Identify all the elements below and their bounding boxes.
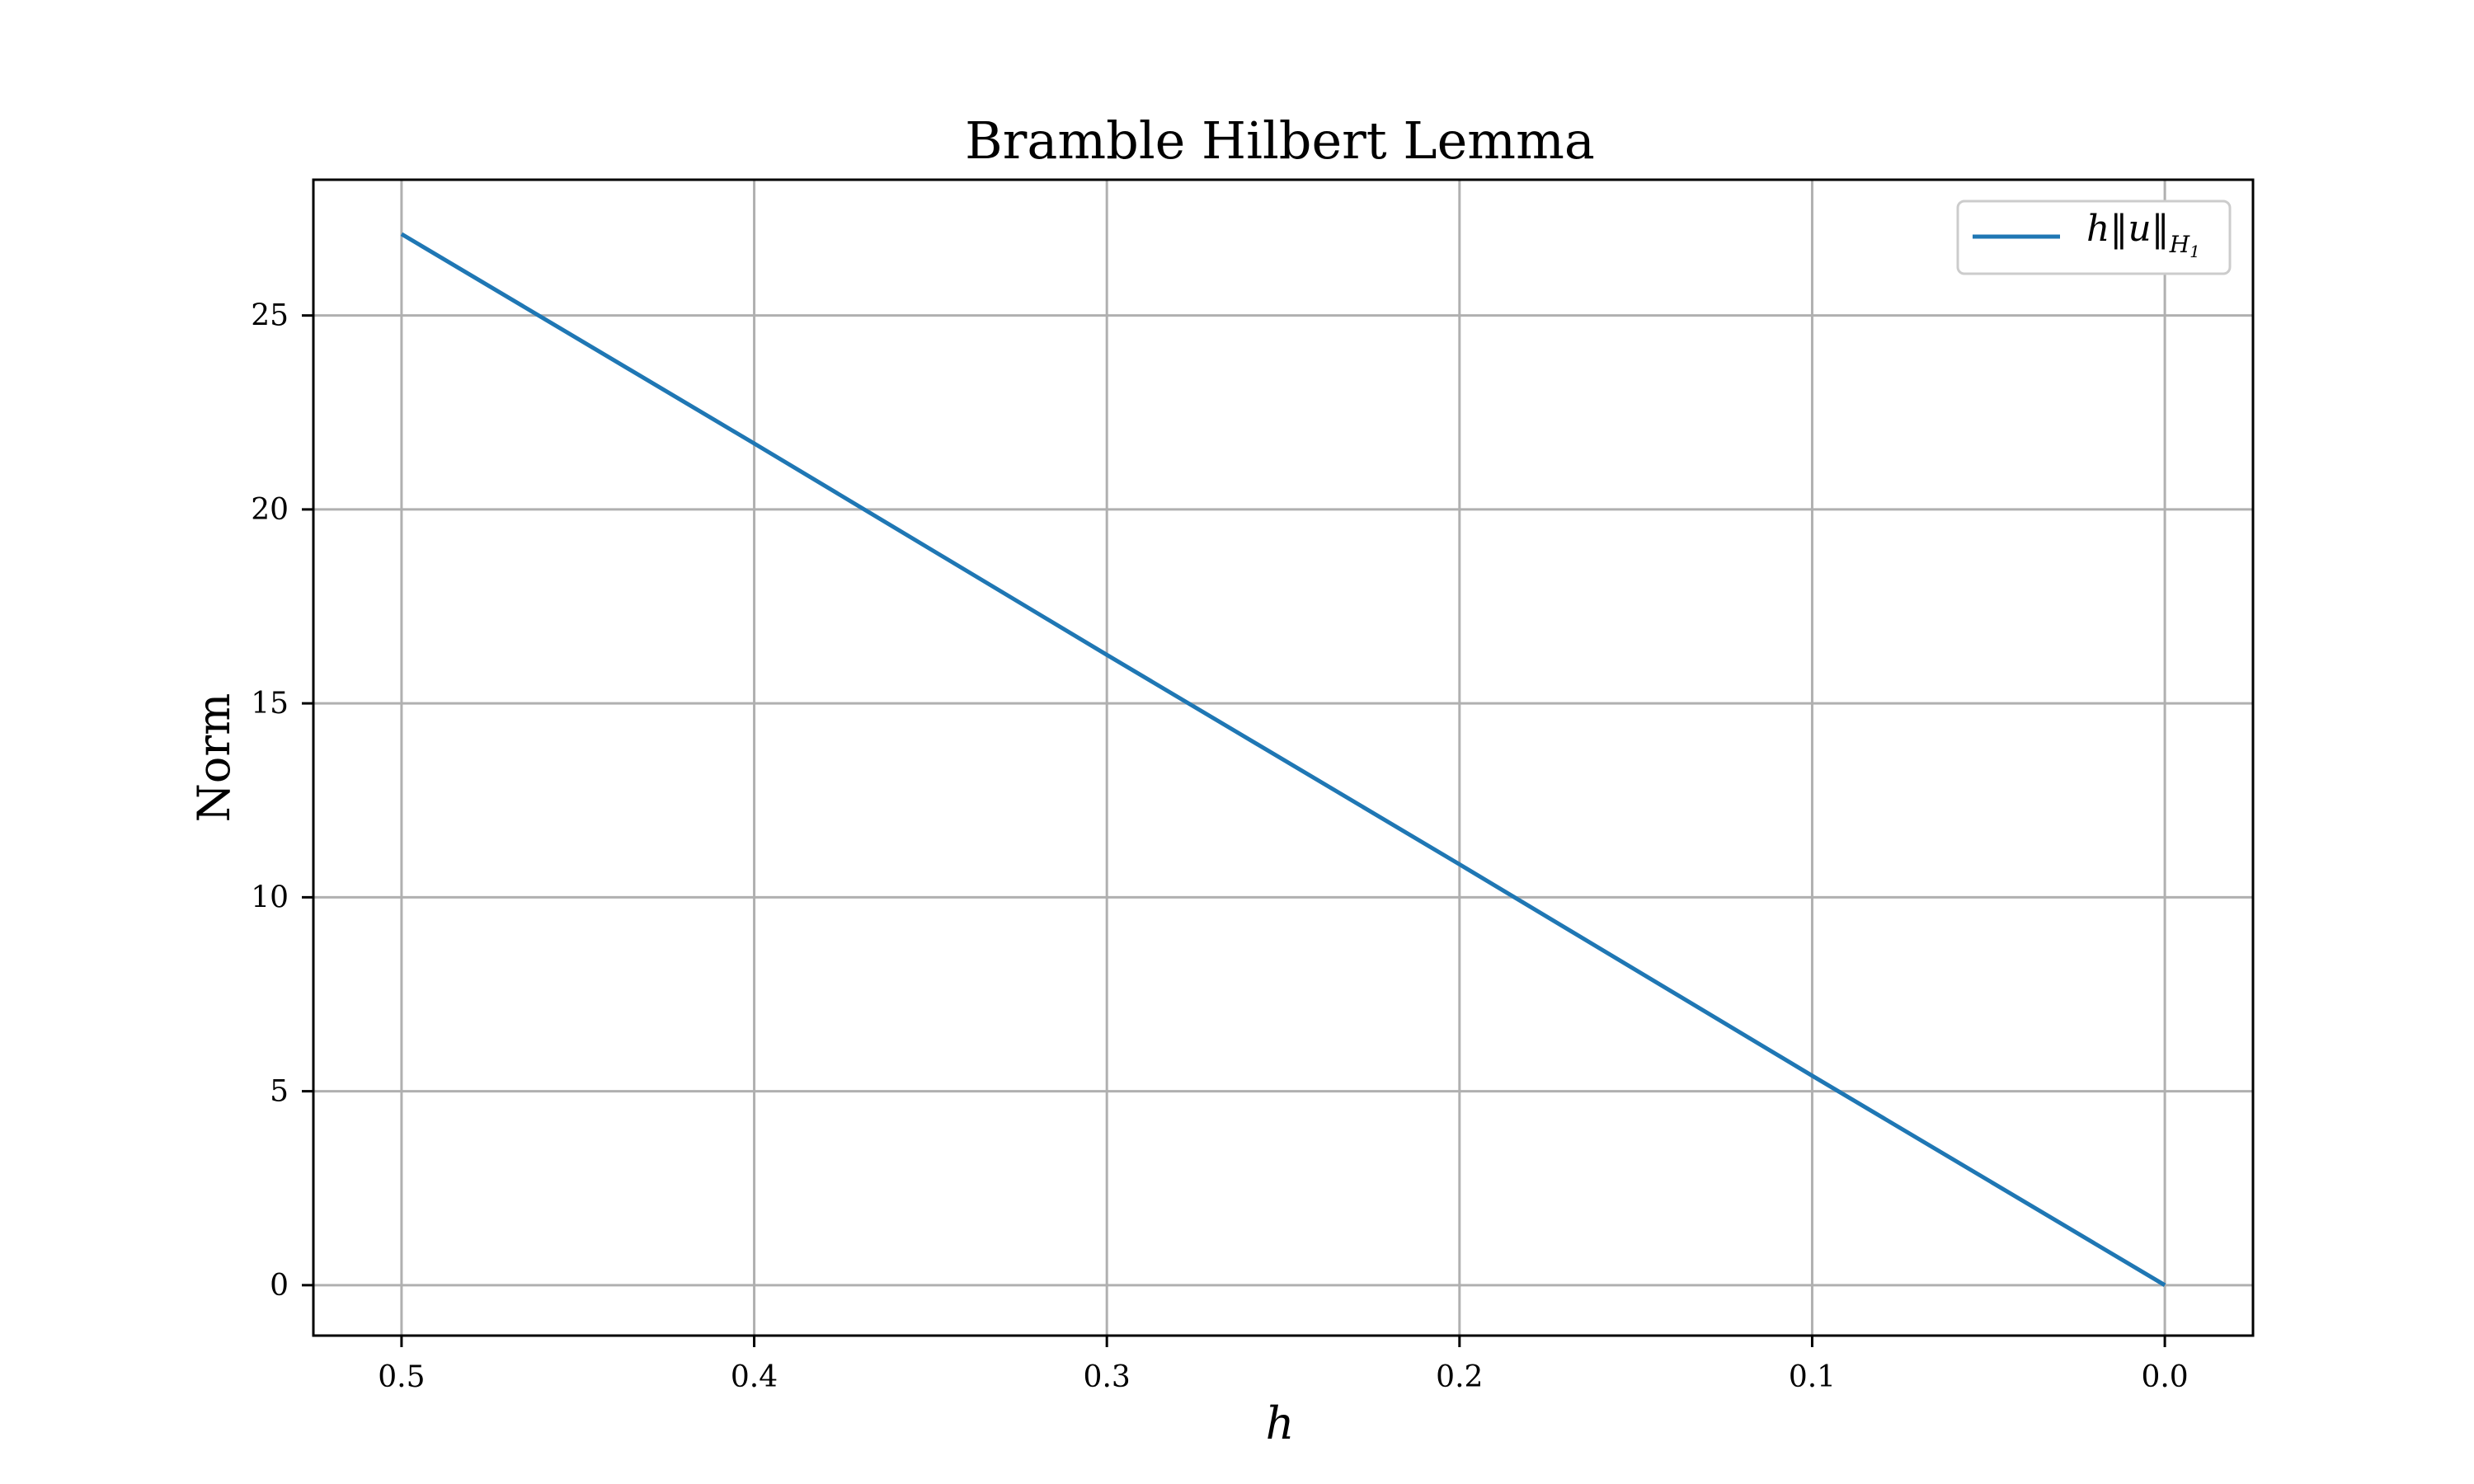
- y-tick-label: 5: [270, 1075, 289, 1109]
- y-tick-label: 20: [251, 493, 289, 527]
- x-axis-label: h: [1266, 1397, 1295, 1449]
- plot-frame: [312, 178, 2255, 1337]
- x-tick-label: 0.5: [378, 1360, 425, 1394]
- x-tick-label: 0.1: [1789, 1360, 1836, 1394]
- ticks: 0.5 0.4 0.3 0.2 0.1 0.0 0 5 10 15 20 25: [251, 299, 2189, 1394]
- series-layer: [400, 232, 2166, 1287]
- y-tick-label: 15: [251, 687, 289, 721]
- legend-box: [1956, 200, 2232, 275]
- x-tick-label: 0.2: [1436, 1360, 1483, 1394]
- x-tick-label: 0.0: [2141, 1360, 2188, 1394]
- series-line: [400, 232, 2166, 1287]
- chart-title: Bramble Hilbert Lemma: [965, 110, 1595, 171]
- legend: h‖u‖H1: [1956, 200, 2232, 275]
- y-axis-label: Norm: [188, 693, 240, 823]
- x-tick-label: 0.4: [731, 1360, 778, 1394]
- y-tick-label: 10: [251, 881, 289, 914]
- x-tick-label: 0.3: [1084, 1360, 1131, 1394]
- y-tick-label: 25: [251, 299, 289, 333]
- y-tick-label: 0: [270, 1269, 289, 1303]
- grid: [313, 180, 2253, 1336]
